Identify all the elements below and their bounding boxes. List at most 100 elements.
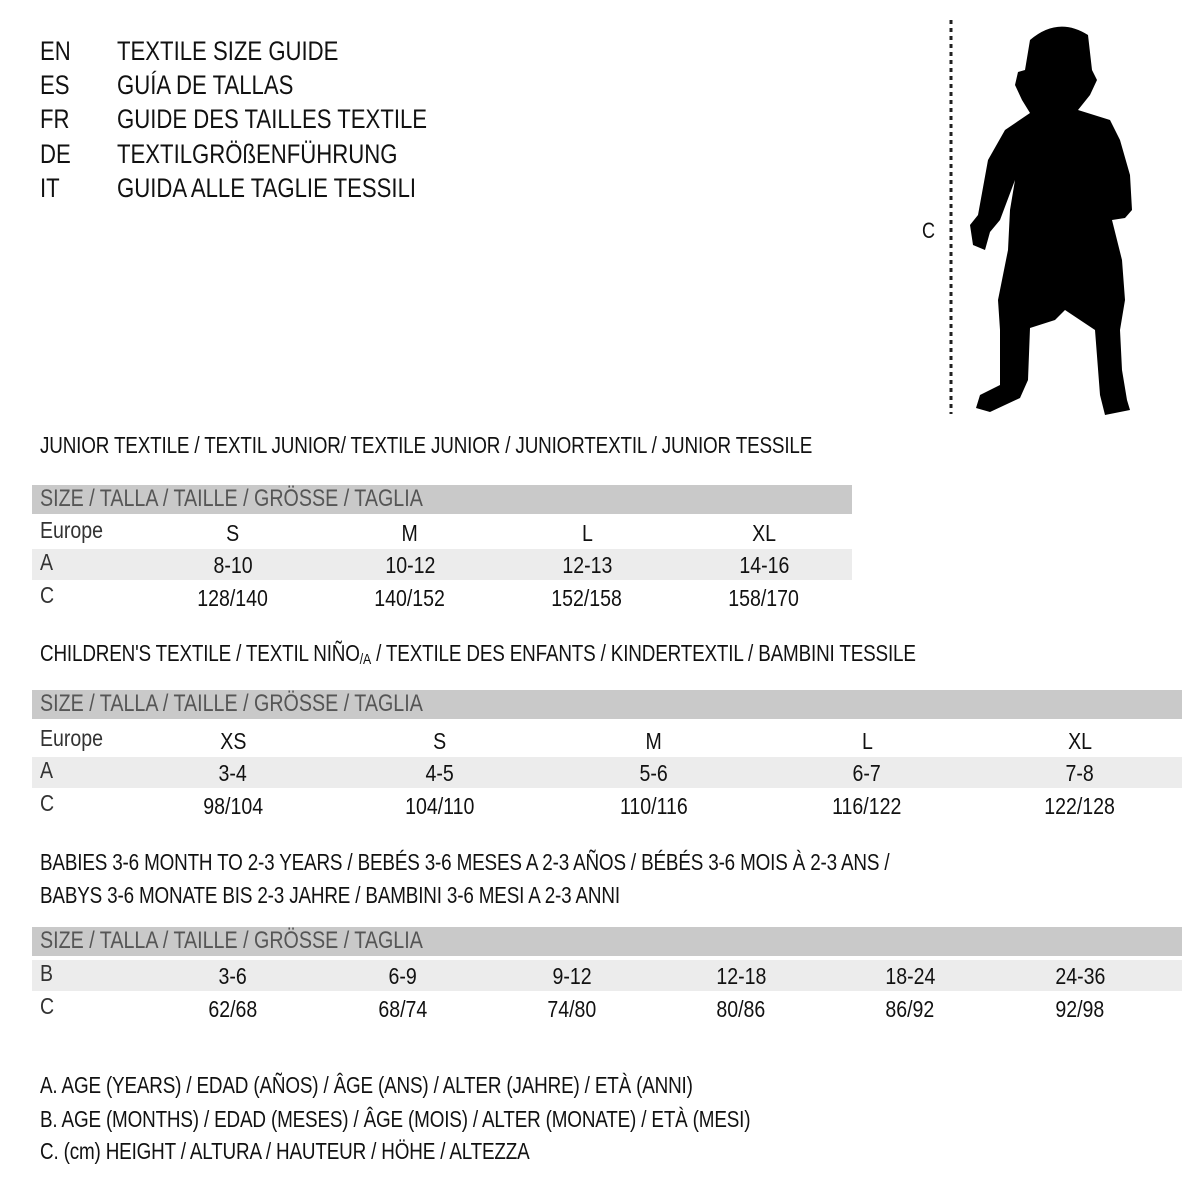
cell-value: 74/80 <box>547 996 597 1022</box>
table-cell: 8-10 <box>133 551 333 579</box>
guide-title: GUIDA ALLE TAGLIE TESSILI <box>117 173 417 203</box>
cell-value: 80/86 <box>716 996 766 1022</box>
cell-value: M <box>401 520 419 546</box>
legend-c: C. (cm) HEIGHT / ALTURA / HAUTEUR / HÖHE… <box>40 1138 530 1164</box>
guide-title: TEXTILGRÖßENFÜHRUNG <box>117 139 398 169</box>
row-label: B <box>40 960 54 986</box>
cell-value: 122/128 <box>1044 793 1116 819</box>
table-cell: 68/74 <box>303 995 503 1023</box>
row-label: A <box>40 549 54 575</box>
table-cell: 18-24 <box>810 962 1010 990</box>
cell-value: 7-8 <box>1065 760 1095 786</box>
table-cell: 9-12 <box>472 962 672 990</box>
table-cell: M <box>554 727 754 755</box>
row-label: C <box>40 582 55 608</box>
table-cell: 152/158 <box>487 584 687 612</box>
table-cell: L <box>767 727 967 755</box>
child-silhouette-icon <box>949 20 1132 416</box>
cell-value: 116/122 <box>832 793 902 819</box>
table-cell: M <box>310 519 510 547</box>
cell-value: 128/140 <box>197 585 269 611</box>
cell-value: 68/74 <box>378 996 428 1022</box>
table-cell: L <box>487 519 687 547</box>
cell-value: XS <box>219 728 247 754</box>
lang-code: IT <box>40 173 60 203</box>
cell-value: 86/92 <box>885 996 935 1022</box>
cell-value: 62/68 <box>208 996 258 1022</box>
junior-section-title: JUNIOR TEXTILE / TEXTIL JUNIOR/ TEXTILE … <box>40 432 813 458</box>
children-size-header <box>32 690 1182 719</box>
cell-value: 92/98 <box>1055 996 1105 1022</box>
row-label: A <box>40 757 54 783</box>
table-cell: 128/140 <box>133 584 333 612</box>
children-section-title: CHILDREN'S TEXTILE / TEXTIL NIÑO/A / TEX… <box>40 639 916 674</box>
table-cell: 6-9 <box>303 962 503 990</box>
table-cell: XL <box>664 519 864 547</box>
cell-value: 18-24 <box>884 963 935 989</box>
row-label: C <box>40 790 55 816</box>
cell-value: 5-6 <box>639 760 669 786</box>
babies-section-title-line2: BABYS 3-6 MONATE BIS 2-3 JAHRE / BAMBINI… <box>40 882 620 908</box>
cell-value: 152/158 <box>551 585 623 611</box>
table-cell: 10-12 <box>310 551 510 579</box>
table-cell: 14-16 <box>664 551 864 579</box>
cell-value: L <box>861 728 873 754</box>
table-cell: 6-7 <box>767 759 967 787</box>
title-text: CHILDREN'S TEXTILE / TEXTIL NIÑO <box>40 640 360 666</box>
cell-value: XL <box>1068 728 1092 754</box>
measure-label: C <box>922 218 936 243</box>
cell-value: 12-18 <box>715 963 766 989</box>
table-cell: 3-6 <box>133 962 333 990</box>
cell-value: M <box>645 728 663 754</box>
table-cell: 92/98 <box>980 995 1180 1023</box>
cell-value: 158/170 <box>728 585 800 611</box>
table-cell: 104/110 <box>340 792 540 820</box>
table-cell: S <box>340 727 540 755</box>
legend-b: B. AGE (MONTHS) / EDAD (MESES) / ÂGE (MO… <box>40 1106 751 1132</box>
table-cell: 12-18 <box>641 962 841 990</box>
table-cell: 110/116 <box>554 792 754 820</box>
babies-size-header <box>32 927 1182 956</box>
table-cell: 158/170 <box>664 584 864 612</box>
title-sub: /A <box>359 651 372 668</box>
table-cell: 24-36 <box>980 962 1180 990</box>
cell-value: XL <box>752 520 776 546</box>
table-cell: 140/152 <box>310 584 510 612</box>
row-stripe <box>32 960 1182 991</box>
cell-value: 9-12 <box>552 963 592 989</box>
cell-value: 12-13 <box>561 552 612 578</box>
cell-value: 98/104 <box>203 793 263 819</box>
size-header-label: SIZE / TALLA / TAILLE / GRÖSSE / TAGLIA <box>40 485 423 512</box>
cell-value: 6-9 <box>388 963 418 989</box>
lang-code: FR <box>40 104 70 134</box>
cell-value: 3-4 <box>218 760 248 786</box>
legend-a: A. AGE (YEARS) / EDAD (AÑOS) / ÂGE (ANS)… <box>40 1072 693 1098</box>
table-cell: 74/80 <box>472 995 672 1023</box>
table-cell: 12-13 <box>487 551 687 579</box>
cell-value: 6-7 <box>852 760 882 786</box>
size-header-label: SIZE / TALLA / TAILLE / GRÖSSE / TAGLIA <box>40 927 423 954</box>
row-stripe <box>32 757 1182 788</box>
cell-value: 104/110 <box>405 793 475 819</box>
cell-value: 10-12 <box>384 552 435 578</box>
cell-value: S <box>226 520 240 546</box>
guide-title: GUIDE DES TAILLES TEXTILE <box>117 104 428 134</box>
junior-size-header <box>32 485 852 514</box>
cell-value: 3-6 <box>218 963 248 989</box>
cell-value: 24-36 <box>1054 963 1105 989</box>
table-cell: 86/92 <box>810 995 1010 1023</box>
table-cell: 122/128 <box>980 792 1180 820</box>
row-label: Europe <box>40 725 104 751</box>
row-stripe <box>32 549 852 580</box>
title-text: / TEXTILE DES ENFANTS / KINDERTEXTIL / B… <box>371 640 916 666</box>
table-cell: 4-5 <box>340 759 540 787</box>
table-cell: 116/122 <box>767 792 967 820</box>
guide-title: GUÍA DE TALLAS <box>117 70 294 100</box>
table-cell: XS <box>133 727 333 755</box>
table-cell: 3-4 <box>133 759 333 787</box>
cell-value: 140/152 <box>374 585 446 611</box>
cell-value: L <box>581 520 593 546</box>
table-cell: XL <box>980 727 1180 755</box>
lang-code: ES <box>40 70 70 100</box>
lang-code: DE <box>40 139 71 169</box>
